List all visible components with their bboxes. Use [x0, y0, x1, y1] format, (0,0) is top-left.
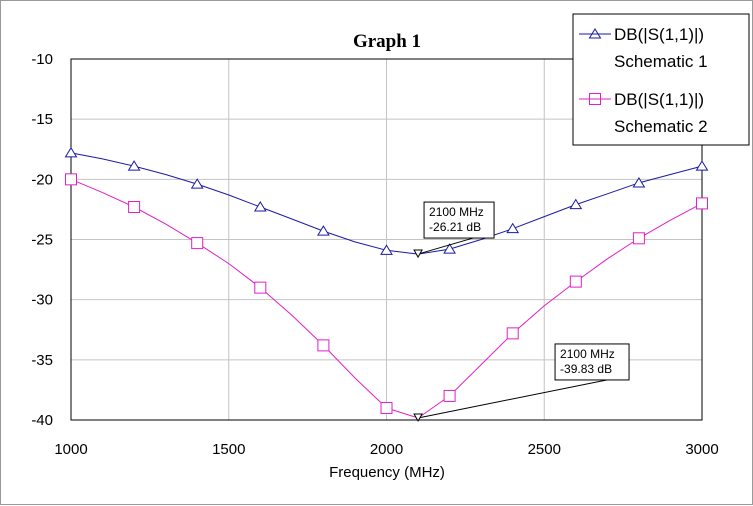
y-axis-ticks: -10 -15 -20 -25 -30 -35 -40: [31, 51, 53, 429]
series-2-point: [254, 281, 267, 294]
series-1-point: [569, 198, 583, 210]
legend-series-2-source: Schematic 2: [614, 117, 708, 136]
marker-label-box: [423, 201, 495, 239]
x-tick-label: 2000: [370, 441, 403, 458]
legend-triangle-icon: [588, 28, 602, 39]
series-1-point: [317, 225, 330, 236]
marker-label-text: -26.21 dB: [429, 220, 481, 234]
series-2-point: [569, 275, 582, 288]
series-2-point: [380, 401, 393, 414]
marker-annotation-2: 2100 MHz-39.83 dB: [413, 343, 630, 422]
marker-annotation-1: 2100 MHz-26.21 dB: [413, 201, 495, 259]
x-axis-ticks: 1000 1500 2000 2500 3000: [54, 441, 718, 458]
series-1: [64, 146, 709, 255]
series-1-point: [253, 201, 267, 212]
series-1-point: [695, 160, 709, 171]
series-layer: [64, 146, 709, 419]
plot-border: [70, 58, 703, 421]
marker-leader-line: [417, 379, 607, 419]
y-tick-label: -40: [31, 412, 53, 429]
series-1-point: [127, 160, 141, 171]
series-1-point: [632, 176, 646, 188]
legend-series-1-name: DB(|S(1,1)|): [614, 25, 704, 44]
legend-series-1-source: Schematic 1: [614, 52, 708, 71]
series-2-point: [696, 197, 708, 210]
series-2-point: [317, 339, 330, 352]
series-1-point: [506, 222, 520, 234]
x-tick-label: 1500: [212, 441, 245, 458]
x-tick-label: 1000: [54, 441, 87, 458]
series-1-point: [380, 244, 393, 255]
x-tick-label: 2500: [528, 441, 561, 458]
marker-label-text: 2100 MHz: [429, 205, 484, 219]
x-axis-label: Frequency (MHz): [329, 464, 445, 481]
legend: DB(|S(1,1)|) Schematic 1 DB(|S(1,1)|) Sc…: [572, 13, 750, 146]
series-2-point: [65, 173, 77, 186]
legend-series-2-name: DB(|S(1,1)|): [614, 90, 704, 109]
y-tick-label: -25: [31, 232, 53, 249]
series-2-point: [191, 237, 204, 250]
series-1-point: [64, 146, 78, 158]
series-2-point: [632, 232, 645, 245]
y-tick-label: -35: [31, 352, 53, 369]
marker-triangle-icon: [413, 249, 423, 259]
series-2: [65, 173, 708, 419]
y-tick-label: -20: [31, 171, 53, 188]
y-tick-label: -30: [31, 292, 53, 309]
y-tick-label: -10: [31, 51, 53, 68]
legend-square-icon: [589, 93, 601, 105]
grid: [71, 59, 702, 420]
series-2-point: [443, 389, 456, 402]
series-2-point: [506, 327, 519, 340]
y-tick-label: -15: [31, 111, 53, 128]
series-1-point: [190, 178, 204, 189]
legend-box: [572, 13, 750, 146]
marker-leader-line: [417, 237, 474, 255]
x-tick-label: 3000: [685, 441, 718, 458]
series-2-point: [128, 201, 141, 214]
marker-label-text: -39.83 dB: [560, 362, 612, 376]
marker-triangle-icon: [413, 413, 423, 422]
series-1-point: [443, 243, 456, 254]
marker-label-text: 2100 MHz: [560, 347, 615, 361]
marker-label-box: [554, 343, 630, 381]
chart-title: Graph 1: [353, 31, 421, 52]
